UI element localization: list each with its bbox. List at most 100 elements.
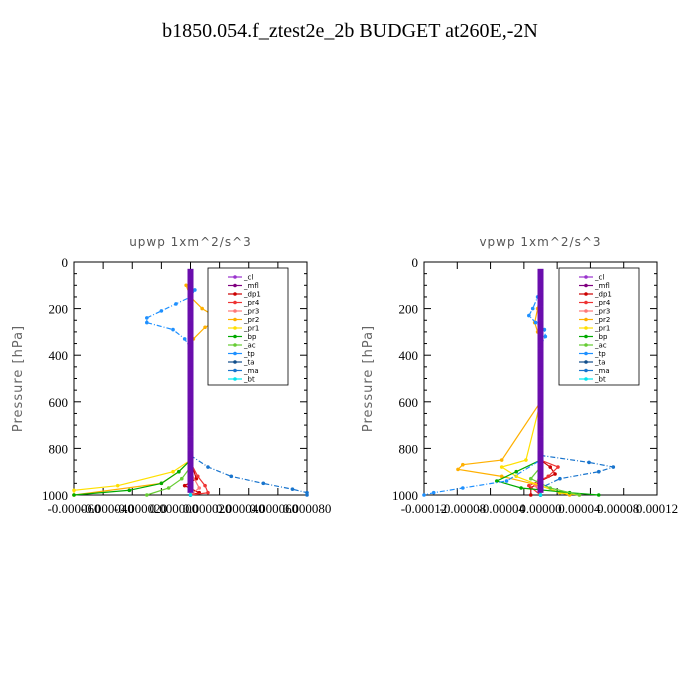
legend: _cl_mfl_dp1_pr4_pr3_pr2_pr1_bp_ac_tp_ta_… [558, 267, 640, 386]
legend-marker [233, 351, 237, 356]
series-point-bp [177, 469, 181, 474]
series-point-tp [533, 320, 538, 325]
series-point-ma [229, 474, 234, 479]
zero-axis-marker [187, 459, 194, 465]
zero-axis-marker [187, 385, 194, 391]
series-point-tp [174, 302, 178, 306]
zero-axis-marker [537, 329, 544, 335]
zero-axis-marker [537, 380, 544, 386]
zero-axis-marker [537, 315, 544, 321]
zero-axis-marker [187, 334, 194, 340]
legend-label: _ta [243, 359, 255, 367]
zero-axis-marker [537, 389, 544, 395]
legend-label: _mfl [243, 282, 259, 290]
x-tick-label: -0.000020 [114, 501, 167, 516]
legend-marker [233, 317, 237, 322]
series-point-pr4 [527, 483, 531, 488]
page-title: b1850.054.f_ztest2e_2b BUDGET at260E,-2N [162, 20, 538, 42]
series-point-dp1 [528, 493, 533, 497]
legend-marker [584, 326, 588, 330]
zero-axis-marker [187, 282, 194, 288]
zero-axis-marker [187, 338, 194, 344]
series-point-pr4 [203, 483, 207, 488]
x-tick-label: 0.000040 [216, 501, 265, 516]
zero-axis-marker [537, 366, 544, 372]
zero-axis-marker [187, 469, 194, 475]
series-point-pr1 [115, 483, 120, 488]
zero-axis-marker [537, 417, 544, 423]
legend-marker [233, 300, 237, 305]
legend-label: _cl [594, 274, 604, 282]
x-tick-label: -0.00004 [478, 501, 525, 516]
y-tick-label: 0 [412, 255, 419, 270]
y-axis-label: Pressure [hPa] [361, 325, 376, 432]
x-tick-label: 0.000000 [149, 501, 198, 516]
series-point-tp [145, 320, 149, 325]
y-tick-label: 600 [49, 395, 69, 410]
series-point-dp1 [553, 472, 557, 476]
zero-axis-marker [187, 357, 194, 363]
legend-marker [584, 343, 588, 347]
zero-axis-marker [537, 436, 544, 442]
zero-axis-marker [537, 292, 544, 298]
zero-axis-marker [537, 445, 544, 451]
zero-axis-marker [187, 389, 194, 395]
series-point-pr1 [524, 458, 528, 462]
zero-axis-marker [537, 301, 544, 307]
zero-axis-marker [187, 362, 194, 368]
x-tick-label: -0.000040 [81, 501, 134, 516]
legend-marker [584, 292, 588, 296]
legend-marker [233, 360, 237, 364]
legend-label: _dp1 [594, 291, 612, 299]
legend-label: _ta [594, 359, 606, 367]
zero-axis-marker [187, 315, 194, 321]
zero-axis-marker [537, 487, 544, 493]
series-point-ma [587, 460, 591, 465]
series-point-tp [543, 334, 548, 339]
legend-label: _pr2 [594, 316, 610, 324]
zero-axis-marker [187, 380, 194, 386]
legend-label: _bt [594, 376, 606, 384]
zero-axis-marker [537, 408, 544, 414]
y-tick-label: 400 [399, 348, 419, 363]
x-tick-label: 0.00008 [597, 501, 639, 516]
zero-axis-marker [187, 366, 194, 372]
series-point-bp [596, 493, 601, 497]
zero-axis-marker [537, 334, 544, 340]
zero-axis-marker [537, 338, 544, 344]
series-point-pr2 [461, 462, 465, 467]
series-point-bp [495, 479, 499, 483]
series-point-bp [519, 486, 523, 490]
series-point-ac [179, 476, 184, 481]
legend-marker [584, 283, 588, 288]
series-point-tp [461, 486, 465, 490]
zero-axis-marker [537, 376, 544, 381]
series-point-ac [548, 486, 553, 490]
x-tick-label: 0.00012 [636, 501, 678, 516]
zero-axis-marker [187, 324, 194, 330]
series-point-pr2 [499, 474, 504, 479]
zero-axis-marker [537, 357, 544, 363]
legend-label: _pr4 [594, 299, 611, 307]
series-point-pr1 [72, 488, 76, 493]
zero-axis-marker [187, 399, 194, 405]
x-tick-label: 0.000020 [183, 501, 232, 516]
series-point-ac [166, 486, 171, 490]
zero-axis-marker [537, 385, 544, 391]
legend-label: _bp [594, 333, 608, 341]
zero-axis-marker [187, 273, 194, 279]
zero-axis-marker [537, 273, 544, 279]
series-point-tp [431, 490, 436, 495]
zero-axis-marker [537, 427, 544, 433]
x-tick-label: 0.000060 [249, 501, 298, 516]
series-point-pr4 [195, 474, 200, 479]
x-tick-label: -0.00008 [440, 501, 487, 516]
panel-title: vpwp 1xm^2/s^3 [479, 235, 601, 249]
zero-axis-marker [537, 469, 544, 475]
y-tick-label: 200 [49, 302, 69, 317]
zero-axis-marker [187, 450, 194, 456]
zero-axis-marker [537, 450, 544, 456]
series-point-bt [188, 493, 193, 497]
zero-axis-marker [187, 306, 194, 312]
